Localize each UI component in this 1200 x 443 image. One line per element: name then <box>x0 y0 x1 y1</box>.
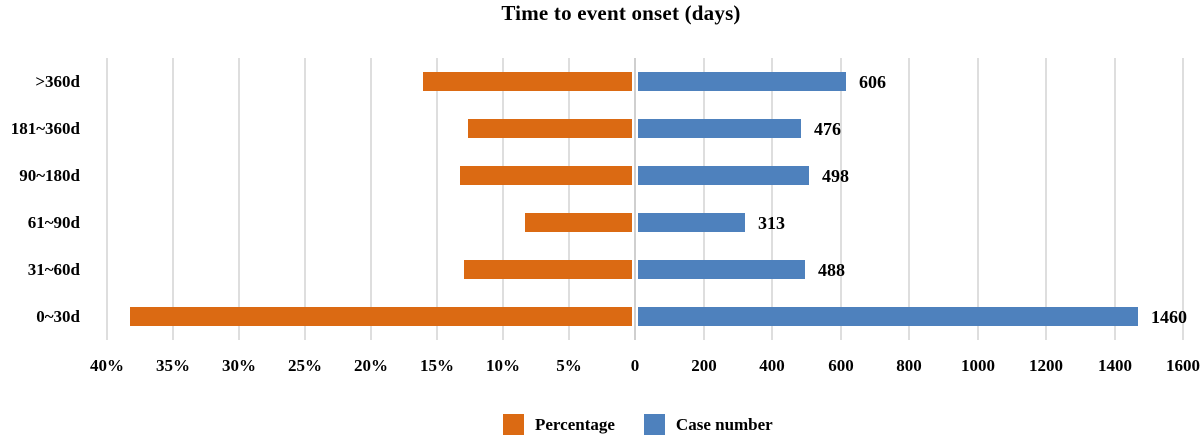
gridline <box>238 58 240 340</box>
chart-title: Time to event onset (days) <box>501 1 741 25</box>
x-tick-label-case-number: 1600 <box>1166 356 1200 375</box>
value-label: 476 <box>814 119 841 139</box>
percentage-bar <box>464 260 632 279</box>
legend-item-case-number: Case number <box>643 414 773 435</box>
category-label: 61~90d <box>27 213 80 232</box>
gridline <box>304 58 306 340</box>
percentage-bar <box>525 213 632 232</box>
x-tick-label-percentage: 25% <box>288 356 322 375</box>
gridline <box>370 58 372 340</box>
center-axis-line <box>634 58 636 340</box>
gridline <box>771 58 773 340</box>
x-tick-label-case-number: 1200 <box>1029 356 1063 375</box>
gridline <box>703 58 705 340</box>
x-tick-label-percentage: 30% <box>222 356 256 375</box>
gridline <box>840 58 842 340</box>
gridline <box>1182 58 1184 340</box>
category-label: 90~180d <box>19 166 80 185</box>
case-number-legend-label: Case number <box>675 414 773 434</box>
x-tick-label-case-number: 200 <box>691 356 717 375</box>
percentage-bar <box>460 166 632 185</box>
gridline <box>908 58 910 340</box>
legend-item-percentage: Percentage <box>503 414 615 435</box>
case-number-bar <box>638 260 805 279</box>
percentage-legend-label: Percentage <box>535 414 615 434</box>
percentage-legend-swatch-icon <box>503 414 524 435</box>
x-tick-label-percentage: 40% <box>90 356 124 375</box>
x-tick-label-case-number: 1400 <box>1098 356 1132 375</box>
x-tick-label-percentage: 35% <box>156 356 190 375</box>
gridline <box>1045 58 1047 340</box>
x-tick-label-percentage: 10% <box>486 356 520 375</box>
x-tick-label-zero: 0 <box>630 356 640 375</box>
x-tick-label-case-number: 600 <box>828 356 854 375</box>
gridline <box>106 58 108 340</box>
gridline <box>436 58 438 340</box>
x-tick-label-case-number: 1000 <box>961 356 995 375</box>
value-label: 498 <box>822 166 849 186</box>
x-tick-label-case-number: 400 <box>759 356 785 375</box>
legend: Percentage Case number <box>503 414 773 435</box>
x-tick-label-percentage: 5% <box>556 356 582 375</box>
category-label: >360d <box>35 72 80 91</box>
percentage-bar <box>130 307 632 326</box>
case-number-bar <box>638 119 801 138</box>
gridline <box>172 58 174 340</box>
gridline <box>977 58 979 340</box>
case-number-bar <box>638 72 846 91</box>
value-label: 1460 <box>1151 307 1187 327</box>
category-label: 181~360d <box>10 119 80 138</box>
value-label: 488 <box>818 260 845 280</box>
value-label: 606 <box>859 72 886 92</box>
case-number-bar <box>638 166 809 185</box>
case-number-legend-swatch-icon <box>643 414 665 435</box>
category-label: 0~30d <box>36 307 80 326</box>
gridline <box>568 58 570 340</box>
percentage-bar <box>423 72 632 91</box>
gridline <box>1114 58 1116 340</box>
case-number-bar <box>638 307 1138 326</box>
x-tick-label-percentage: 15% <box>420 356 454 375</box>
x-tick-label-case-number: 800 <box>896 356 922 375</box>
percentage-bar <box>468 119 632 138</box>
gridline <box>502 58 504 340</box>
case-number-bar <box>638 213 745 232</box>
category-label: 31~60d <box>27 260 80 279</box>
value-label: 313 <box>758 213 785 233</box>
x-tick-label-percentage: 20% <box>354 356 388 375</box>
